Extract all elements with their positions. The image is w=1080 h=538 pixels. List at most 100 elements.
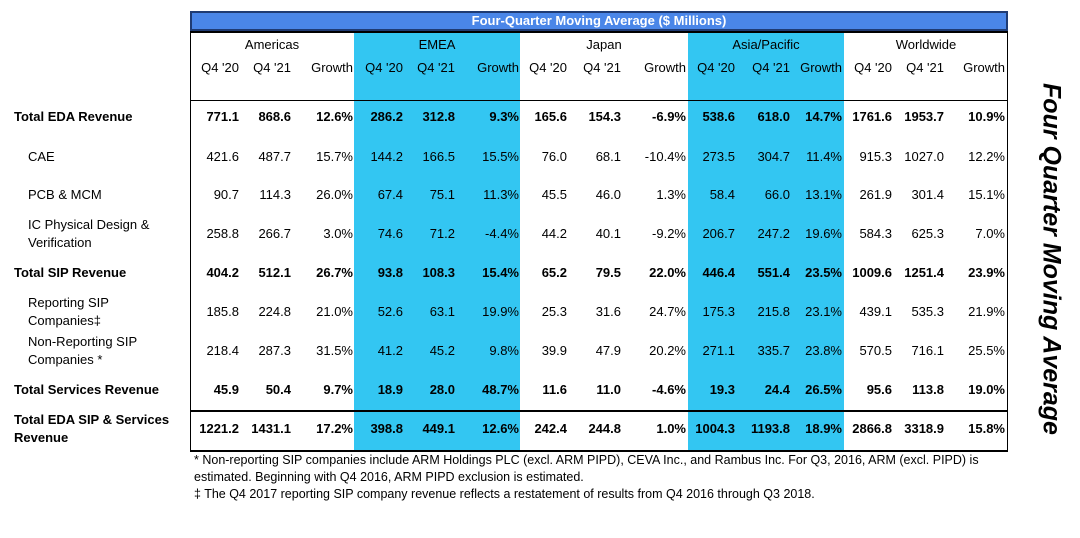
table-cell: 17.2%	[316, 421, 353, 436]
region-header-japan: Japan	[586, 37, 622, 52]
table-cell: 273.5	[702, 149, 735, 164]
table-cell: 74.6	[377, 226, 403, 241]
row-label-line: Total Services Revenue	[14, 382, 159, 397]
table-cell: 242.4	[534, 421, 567, 436]
table-cell: 185.8	[206, 304, 239, 319]
table-banner-title: Four-Quarter Moving Average ($ Millions)	[190, 11, 1008, 31]
table-cell: 19.3	[709, 382, 735, 397]
column-header-asia-pacific-q4-20: Q4 '20	[697, 60, 735, 75]
table-cell: 915.3	[859, 149, 892, 164]
table-cell: 538.6	[702, 109, 735, 124]
row-label: CAE	[28, 148, 55, 166]
rule-header-bottom	[190, 100, 1008, 101]
table-cell: -10.4%	[644, 149, 686, 164]
table-cell: 266.7	[258, 226, 291, 241]
row-label-line: Revenue	[14, 430, 69, 445]
table-cell: 12.6%	[316, 109, 353, 124]
rule-table-bottom	[190, 450, 1008, 452]
table-cell: 1.3%	[656, 187, 686, 202]
table-cell: 52.6	[377, 304, 403, 319]
table-cell: 113.8	[912, 382, 944, 397]
table-cell: 26.7%	[316, 265, 353, 280]
table-cell: 1431.1	[251, 421, 291, 436]
table-cell: 154.3	[588, 109, 621, 124]
table-cell: 487.7	[258, 149, 291, 164]
table-cell: 1009.6	[852, 265, 892, 280]
table-cell: 45.5	[541, 187, 567, 202]
table-cell: 15.1%	[968, 187, 1005, 202]
column-header-americas-q4-21: Q4 '21	[253, 60, 291, 75]
row-label-line: Companies‡	[28, 313, 101, 328]
table-cell: 41.2	[377, 343, 403, 358]
table-cell: 11.0	[596, 382, 621, 397]
table-cell: 771.1	[206, 109, 239, 124]
table-cell: 1.0%	[656, 421, 686, 436]
footnote-restatement: ‡ The Q4 2017 reporting SIP company reve…	[194, 487, 815, 501]
rule-table-left	[190, 31, 191, 452]
table-cell: 335.7	[757, 343, 790, 358]
table-cell: 31.6	[595, 304, 621, 319]
rule-total-top	[190, 410, 1008, 412]
row-label-line: Verification	[28, 235, 92, 250]
side-title-text: Four Quarter Moving Average	[1037, 83, 1066, 435]
column-header-japan-q4-21: Q4 '21	[583, 60, 621, 75]
table-cell: 20.2%	[649, 343, 686, 358]
table-cell: 398.8	[370, 421, 403, 436]
table-cell: 50.4	[265, 382, 291, 397]
table-cell: 31.5%	[316, 343, 353, 358]
table-cell: 76.0	[541, 149, 567, 164]
table-cell: 23.9%	[968, 265, 1005, 280]
table-cell: 23.1%	[805, 304, 842, 319]
table-cell: 11.3%	[483, 187, 519, 202]
row-label: Non-Reporting SIP Companies *	[28, 333, 137, 369]
table-cell: 1004.3	[695, 421, 735, 436]
column-header-emea-q4-21: Q4 '21	[417, 60, 455, 75]
table-cell: 570.5	[859, 343, 892, 358]
row-label: Total EDA Revenue	[14, 108, 132, 126]
data-table	[190, 31, 1008, 452]
table-cell: 271.1	[702, 343, 735, 358]
table-cell: 93.8	[377, 265, 403, 280]
table-cell: 21.0%	[316, 304, 353, 319]
rule-table-right	[1007, 31, 1008, 452]
column-header-americas-q4-20: Q4 '20	[201, 60, 239, 75]
table-cell: 9.3%	[489, 109, 519, 124]
table-cell: 19.6%	[805, 226, 842, 241]
region-header-americas: Americas	[244, 37, 300, 52]
table-cell: 1251.4	[904, 265, 944, 280]
table-cell: 13.1%	[805, 187, 842, 202]
table-cell: 79.5	[595, 265, 621, 280]
table-cell: 11.6	[542, 382, 567, 397]
table-cell: 258.8	[206, 226, 239, 241]
table-cell: 18.9%	[805, 421, 842, 436]
table-cell: 63.1	[429, 304, 455, 319]
row-label-line: Non-Reporting SIP	[28, 334, 138, 349]
table-cell: 18.9	[377, 382, 403, 397]
table-cell: 446.4	[702, 265, 735, 280]
table-cell: 23.8%	[805, 343, 842, 358]
table-cell: 1953.7	[904, 109, 944, 124]
table-cell: 48.7%	[482, 382, 519, 397]
table-cell: 449.1	[422, 421, 455, 436]
table-cell: 868.6	[258, 109, 291, 124]
emea-highlight-band	[354, 31, 520, 452]
region-header-asia-pacific: Asia/Pacific	[732, 37, 800, 52]
table-cell: 3318.9	[904, 421, 944, 436]
table-cell: 439.1	[859, 304, 892, 319]
table-cell: 19.9%	[482, 304, 519, 319]
rule-header-top	[190, 31, 1008, 33]
column-header-worldwide-q4-20: Q4 '20	[854, 60, 892, 75]
table-cell: 45.2	[429, 343, 455, 358]
column-header-worldwide-q4-21: Q4 '21	[906, 60, 944, 75]
table-cell: 40.1	[595, 226, 621, 241]
table-cell: 287.3	[258, 343, 291, 358]
column-header-worldwide-growth: Growth	[963, 60, 1005, 75]
table-cell: 2866.8	[852, 421, 892, 436]
table-cell: 15.8%	[968, 421, 1005, 436]
table-cell: 26.0%	[316, 187, 353, 202]
table-cell: 1221.2	[199, 421, 239, 436]
table-cell: 47.9	[595, 343, 621, 358]
table-cell: 165.6	[534, 109, 567, 124]
row-label-line: IC Physical Design &	[28, 217, 150, 232]
table-cell: 224.8	[258, 304, 291, 319]
